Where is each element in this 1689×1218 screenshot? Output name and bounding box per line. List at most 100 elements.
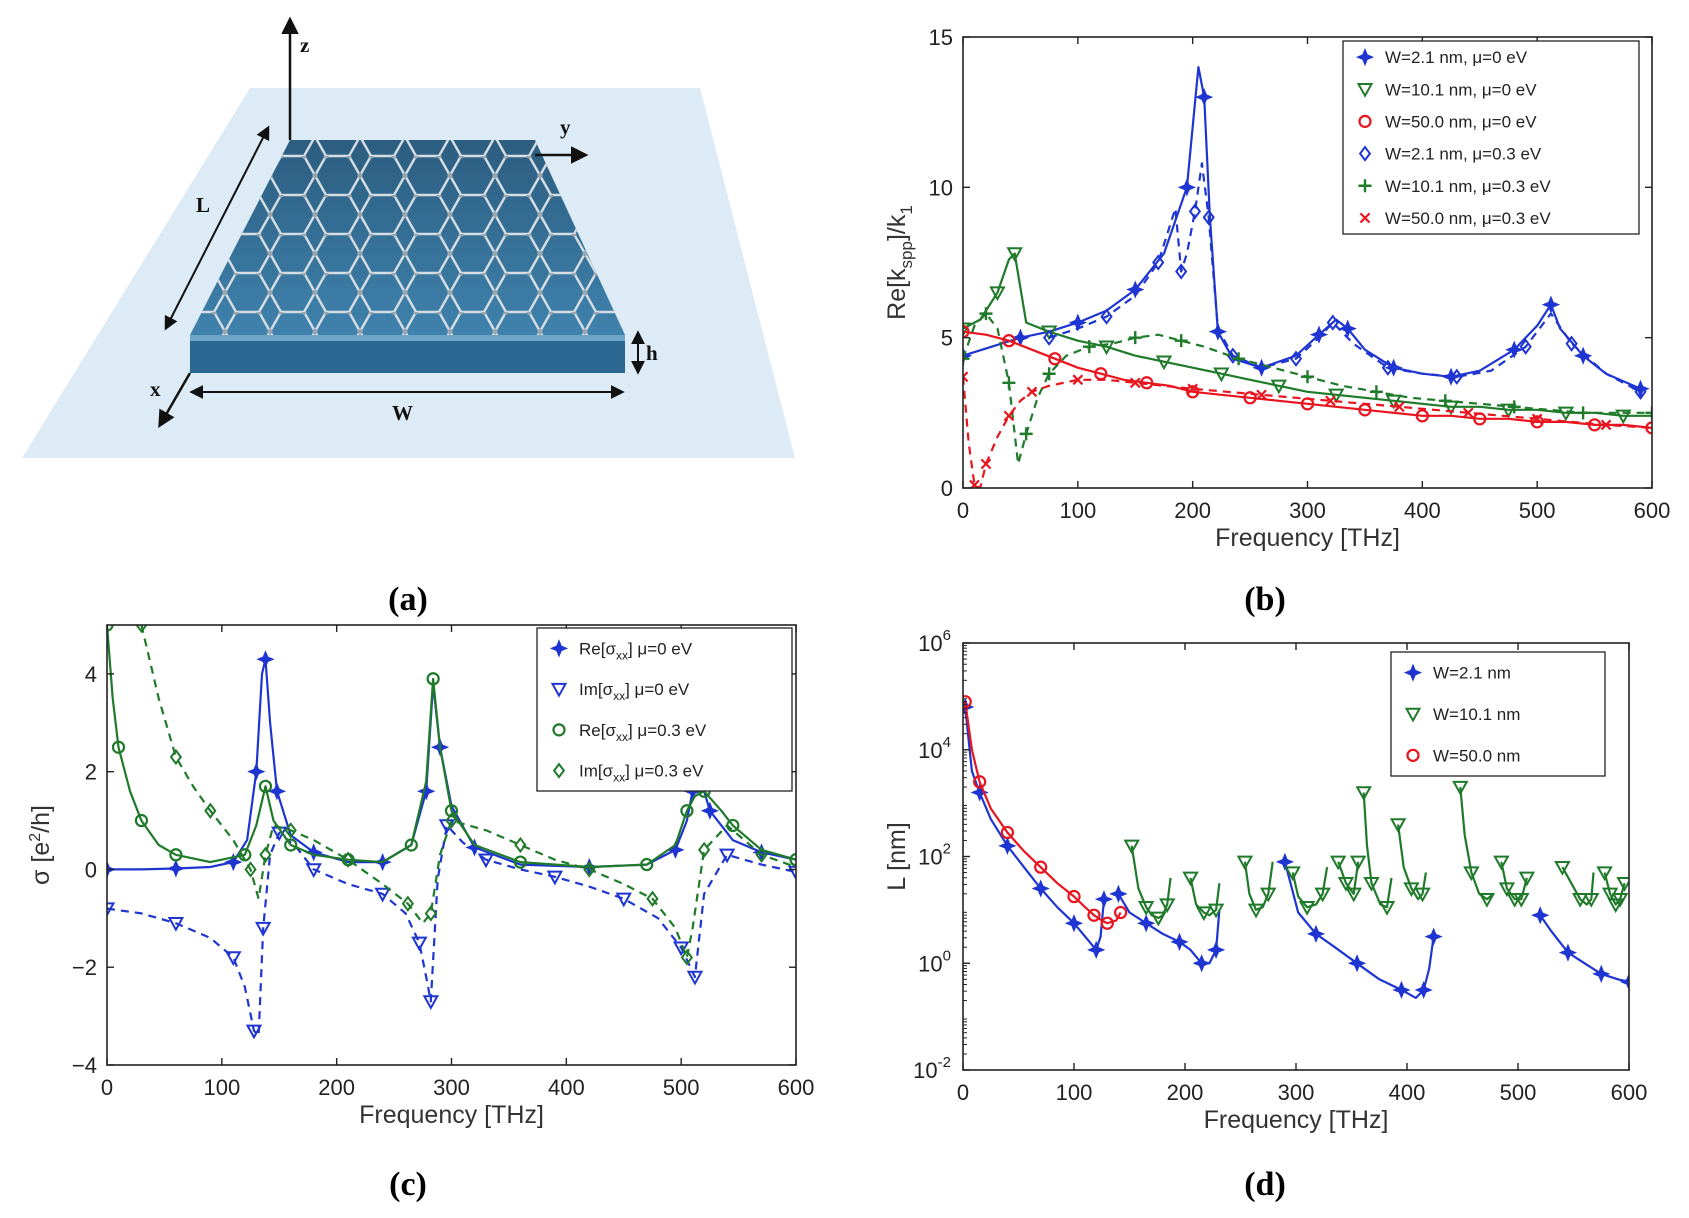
data-point [1256,389,1267,401]
data-point [514,836,527,854]
data-point [755,846,768,863]
data-point [1270,379,1287,395]
data-point [256,650,275,669]
data-point [1463,866,1480,882]
legend-text: Re[σ [579,721,616,740]
legend-entry: Re[σxx] μ=0.3 eV [579,721,707,744]
legend-entry: Im[σxx] μ=0.3 eV [579,762,704,785]
x-tick-label: 100 [1059,498,1096,523]
x-axis-label: Frequency [THz] [359,1101,544,1129]
series-line [1539,914,1629,983]
x-tick-label: 600 [1611,1080,1648,1105]
z-axis-label: z [300,33,309,57]
data-point [1530,415,1544,429]
series-line [1362,792,1393,909]
x-tick-label: 300 [433,1075,470,1100]
x-axis-arrow [158,372,192,429]
data-point [1284,866,1301,882]
data-point [1645,406,1652,420]
data-point [513,855,528,869]
y-tick-label: 2 [85,760,97,785]
data-point [1403,882,1420,898]
series-line [140,625,796,959]
length-label: L [196,193,210,217]
data-point [1129,377,1141,389]
data-point [646,890,659,907]
data-point [1450,368,1463,385]
data-point [1424,927,1443,946]
legend-marker [550,682,568,698]
data-point [1072,374,1084,386]
x-axis-label: x [150,377,161,401]
legend-marker [1403,663,1423,682]
data-point [1505,340,1524,359]
data-point [111,740,126,754]
data-point [973,775,987,789]
y-tick-label: 100 [918,947,951,976]
data-point [1557,406,1575,422]
legend-entry: W=2.1 nm [1433,664,1511,683]
data-point [225,951,242,967]
legend-subscript: xx [613,771,625,785]
series-line [963,330,1652,429]
data-point [963,695,972,709]
data-point [1369,385,1383,399]
data-point [680,949,694,966]
data-point [1232,352,1246,366]
graphene-sheet-side-highlight [190,335,625,341]
panel-label-a: (a) [388,581,428,618]
series-re-xx-mu-0-3-ev [107,625,796,872]
data-point [135,625,148,634]
legend-subscript: xx [613,689,625,703]
legend-entry: W=50.0 nm, μ=0.3 eV [1385,209,1551,228]
data-point [1438,394,1452,408]
panel-label-b: (b) [1244,581,1286,618]
data-point [1260,887,1277,903]
y-label-mid: ]/k [883,214,911,241]
x-tick-label: 600 [778,1075,815,1100]
data-point [1048,352,1062,366]
data-point [700,801,719,820]
data-point [1087,940,1106,960]
data-point [284,822,297,839]
data-point [1565,335,1578,352]
data-point [963,322,972,338]
data-point [1507,400,1521,414]
data-point [1337,876,1355,892]
series-line [1397,824,1427,901]
data-point [247,762,266,781]
data-point [1186,385,1200,399]
data-point [204,802,217,819]
legend-text: Im[σ [579,762,614,781]
legend-box [1390,651,1606,777]
legend-subscript: xx [616,648,628,662]
data-point [1006,247,1023,263]
data-point [583,861,596,878]
data-point [1394,401,1405,413]
data-point [1031,879,1050,898]
data-point [166,859,186,878]
data-point [224,852,243,872]
data-point [1478,893,1496,908]
x-tick-label: 400 [548,1075,585,1100]
data-point [1042,329,1056,346]
x-tick-label: 400 [1404,498,1441,523]
data-point [963,352,970,366]
y-tick-label: 10 [929,175,953,200]
data-point [284,838,298,852]
data-point [1068,313,1087,332]
data-point [1414,980,1433,1000]
legend-marker [1358,179,1372,193]
data-point [1137,914,1156,933]
data-point [1206,940,1226,960]
series-line [964,701,1122,925]
data-point [1531,413,1543,425]
data-point [1611,893,1629,908]
data-point [1208,322,1228,341]
data-point [1236,855,1254,871]
legend-entry: W=50.0 nm [1433,746,1520,765]
data-point [1576,406,1590,420]
legend-entry: W=10.1 nm [1433,705,1520,724]
data-point [1064,914,1084,933]
